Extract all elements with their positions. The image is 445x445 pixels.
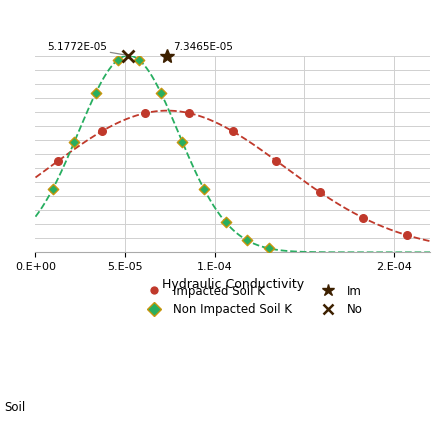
- Point: [229, 128, 236, 135]
- Point: [222, 218, 229, 226]
- Point: [360, 214, 367, 221]
- Text: Soil: Soil: [4, 400, 26, 414]
- Point: [136, 57, 143, 64]
- Point: [92, 89, 99, 96]
- Point: [142, 109, 149, 117]
- Text: 5.1772E-05: 5.1772E-05: [48, 42, 128, 56]
- Point: [98, 128, 105, 135]
- Text: 7.3465E-05: 7.3465E-05: [167, 42, 232, 56]
- Point: [55, 157, 62, 164]
- Point: [244, 237, 251, 244]
- Point: [179, 138, 186, 146]
- Point: [272, 157, 279, 164]
- Point: [49, 186, 56, 193]
- Point: [201, 186, 208, 193]
- Point: [265, 245, 272, 252]
- Point: [114, 57, 121, 64]
- Point: [157, 89, 164, 96]
- Point: [316, 188, 323, 195]
- Legend: Impacted Soil K, Non Impacted Soil K, Im, No: Impacted Soil K, Non Impacted Soil K, Im…: [138, 280, 367, 321]
- Point: [403, 231, 410, 239]
- Point: [186, 109, 193, 117]
- Point: [71, 138, 78, 146]
- X-axis label: Hydraulic Conductivity: Hydraulic Conductivity: [162, 278, 304, 291]
